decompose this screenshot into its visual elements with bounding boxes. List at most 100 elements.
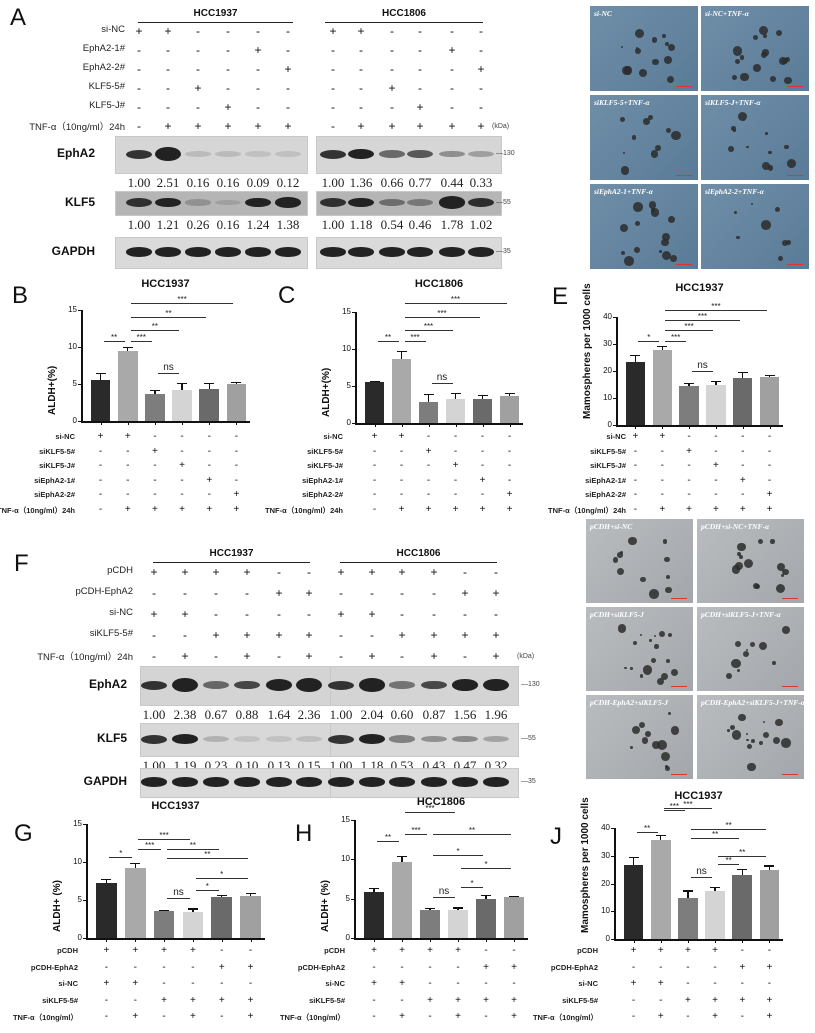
panel-letter-C: C bbox=[278, 282, 296, 309]
condition-sign: - bbox=[180, 445, 184, 457]
condition-sign: - bbox=[226, 62, 230, 76]
condition-label: siKLF5-J# bbox=[39, 461, 75, 470]
significance-line bbox=[195, 878, 248, 879]
protein-band bbox=[234, 680, 260, 690]
scale-bar bbox=[676, 174, 692, 176]
quantification-value: 0.67 bbox=[204, 707, 228, 722]
condition-sign: + bbox=[398, 565, 406, 579]
condition-sign: - bbox=[479, 81, 483, 95]
cell-line-title: HCC1937 bbox=[209, 548, 254, 559]
condition-sign: + bbox=[247, 1011, 254, 1022]
y-tick-label: 40 bbox=[601, 823, 610, 832]
error-bar bbox=[249, 893, 252, 897]
condition-label: pCDH-EphA2 bbox=[550, 962, 598, 972]
scale-bar bbox=[782, 685, 798, 687]
micrograph-image: pCDH+siKLF5-J bbox=[586, 607, 693, 691]
y-axis bbox=[616, 317, 618, 425]
y-tick-label: 0 bbox=[345, 933, 350, 942]
x-tick-mark bbox=[135, 938, 137, 942]
mammosphere bbox=[781, 626, 790, 635]
significance-line bbox=[109, 857, 133, 858]
significance-label: *** bbox=[437, 309, 447, 318]
mammosphere bbox=[658, 630, 665, 637]
mammosphere bbox=[655, 145, 662, 152]
condition-sign: + bbox=[243, 649, 251, 663]
y-tick-mark bbox=[351, 820, 354, 821]
condition-sign: - bbox=[126, 445, 130, 457]
significance-line bbox=[377, 841, 399, 842]
mammosphere bbox=[635, 220, 640, 226]
bar bbox=[503, 897, 525, 938]
condition-sign: - bbox=[370, 628, 374, 642]
significance-label: ** bbox=[468, 826, 476, 835]
y-tick-label: 40 bbox=[603, 312, 612, 321]
mammosphere bbox=[662, 539, 668, 544]
condition-sign: + bbox=[150, 565, 158, 579]
x-axis bbox=[354, 938, 528, 940]
quantification-value: 2.36 bbox=[297, 707, 321, 722]
protein-band bbox=[320, 247, 346, 257]
y-axis-label: ALDH+(%) bbox=[47, 365, 58, 415]
y-axis-label: ALDH+ (%) bbox=[320, 880, 331, 932]
protein-band bbox=[126, 247, 152, 257]
condition-sign: - bbox=[153, 489, 157, 500]
condition-sign: - bbox=[183, 586, 187, 600]
quantification-value: 1.56 bbox=[453, 707, 477, 722]
condition-sign: + bbox=[455, 1011, 461, 1022]
mammosphere bbox=[782, 58, 789, 65]
condition-sign: - bbox=[479, 100, 483, 114]
y-tick-label: 15 bbox=[341, 815, 350, 824]
y-tick-label: 20 bbox=[601, 878, 610, 888]
condition-label: siEphA2-1# bbox=[585, 475, 626, 485]
condition-sign: + bbox=[124, 503, 131, 515]
significance-line bbox=[405, 812, 455, 813]
condition-label: si-NC bbox=[323, 432, 343, 441]
condition-label: siKLF5-5# bbox=[42, 995, 78, 1005]
scale-bar bbox=[671, 685, 687, 687]
kda-label: (kDa) bbox=[492, 123, 510, 130]
condition-sign: + bbox=[212, 628, 220, 642]
condition-sign: - bbox=[234, 431, 239, 442]
mammosphere bbox=[619, 223, 629, 233]
protein-band bbox=[245, 247, 271, 257]
mammosphere bbox=[762, 731, 770, 739]
condition-sign: - bbox=[153, 474, 157, 486]
significance-label: ns bbox=[173, 887, 184, 899]
condition-sign: - bbox=[126, 489, 130, 500]
condition-sign: - bbox=[450, 62, 454, 76]
condition-sign: - bbox=[166, 62, 170, 76]
condition-sign: + bbox=[492, 649, 500, 663]
protein-band bbox=[452, 735, 478, 743]
mammosphere bbox=[649, 639, 652, 642]
protein-band bbox=[126, 149, 152, 159]
x-tick-mark bbox=[430, 938, 431, 942]
condition-sign: - bbox=[180, 474, 184, 486]
mammosphere bbox=[634, 28, 644, 38]
error-cap bbox=[737, 868, 748, 870]
protein-band bbox=[421, 680, 447, 690]
condition-sign: + bbox=[181, 565, 189, 579]
mammosphere bbox=[641, 737, 649, 744]
condition-sign: + bbox=[455, 945, 461, 956]
significance-label: *** bbox=[450, 295, 461, 304]
mammosphere bbox=[642, 118, 650, 126]
mammosphere bbox=[651, 150, 659, 158]
condition-label: TNF-α（10ng/ml） bbox=[279, 1013, 345, 1022]
condition-sign: - bbox=[256, 62, 260, 76]
error-cap bbox=[216, 894, 227, 896]
protein-band bbox=[348, 247, 374, 257]
condition-sign: + bbox=[388, 81, 396, 95]
mammosphere bbox=[758, 641, 768, 651]
condition-sign: - bbox=[453, 445, 458, 457]
condition-sign: + bbox=[452, 460, 459, 471]
condition-sign: - bbox=[660, 460, 664, 471]
error-bar bbox=[714, 887, 716, 892]
protein-band bbox=[245, 151, 271, 157]
quantification-value: 1.00 bbox=[321, 217, 345, 232]
protein-label-gapdh: GAPDH bbox=[51, 244, 95, 258]
condition-label: siEphA2-2# bbox=[34, 490, 75, 499]
condition-sign: - bbox=[207, 460, 211, 471]
mammosphere bbox=[742, 650, 749, 657]
condition-sign: - bbox=[166, 100, 170, 114]
condition-sign: - bbox=[400, 961, 404, 973]
